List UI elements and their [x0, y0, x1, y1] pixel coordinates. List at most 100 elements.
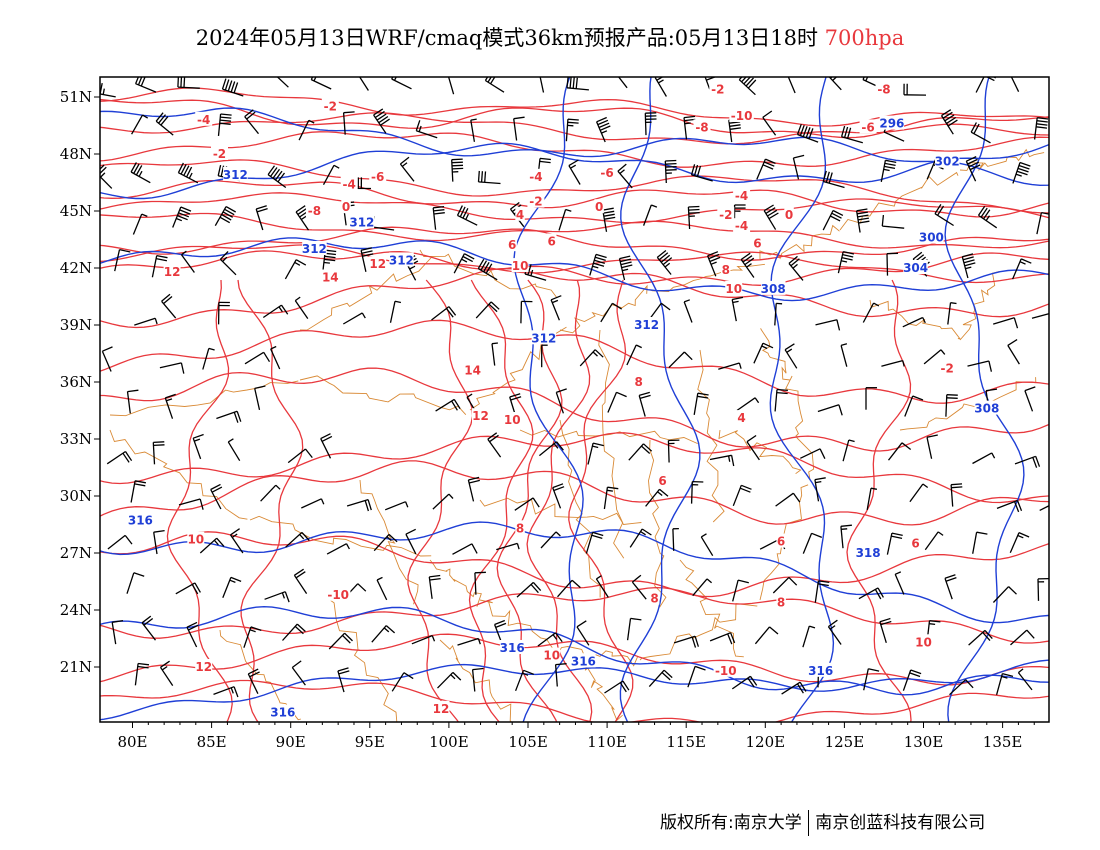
- temperature-contour-line: [237, 279, 304, 722]
- wind-barb: [467, 476, 480, 502]
- wind-barb: [940, 109, 958, 135]
- temperature-contour-line: [100, 112, 1049, 145]
- temperature-label: 12: [433, 702, 450, 716]
- wind-barb: [628, 443, 653, 461]
- wind-barb: [924, 531, 944, 551]
- boundary-line: [109, 429, 248, 520]
- wind-barb: [802, 625, 816, 648]
- wind-barb: [814, 477, 826, 502]
- wind-barb: [391, 672, 414, 692]
- temperature-label: -2: [941, 362, 954, 376]
- temperature-label-bg: [733, 187, 751, 202]
- wind-barb: [399, 156, 415, 182]
- temperature-label: -2: [324, 100, 337, 114]
- wind-barb: [800, 448, 826, 459]
- height-label: 312: [349, 215, 374, 229]
- boundary-line: [869, 299, 962, 340]
- wind-barb: [840, 125, 863, 144]
- wind-barb: [161, 293, 177, 319]
- wind-barb: [788, 255, 804, 281]
- temperature-label-bg: [503, 412, 521, 426]
- temperature-label: 6: [658, 474, 666, 488]
- wind-barb: [902, 316, 926, 328]
- height-label-bg: [349, 214, 375, 229]
- wind-barb: [668, 351, 693, 369]
- lat-tick-label: 51N: [60, 88, 92, 106]
- temperature-label-bg: [713, 662, 738, 677]
- temperature-contour-line: [100, 531, 1049, 598]
- wind-barb: [159, 660, 174, 686]
- wind-barb: [540, 531, 561, 549]
- province-boundaries: [109, 148, 1045, 722]
- height-label: 316: [571, 654, 596, 668]
- lat-tick-label: 33N: [60, 430, 92, 448]
- wind-barb: [431, 306, 457, 321]
- height-label: 316: [808, 664, 833, 678]
- wind-barb: [774, 388, 788, 412]
- lat-tick-label: 45N: [60, 202, 92, 220]
- temperature-label-bg: [305, 203, 323, 217]
- wind-barb: [276, 77, 289, 88]
- lon-tick-label: 125E: [825, 733, 865, 751]
- wind-barb: [629, 528, 652, 548]
- wind-barb: [470, 118, 477, 142]
- wind-barb: [1010, 629, 1035, 646]
- wind-barb: [437, 671, 462, 689]
- temperature-label-bg: [910, 535, 921, 550]
- footer-left: 版权所有:南京大学: [660, 813, 802, 833]
- wind-barb: [693, 392, 709, 416]
- wind-barb: [428, 574, 441, 599]
- wind-barb: [291, 660, 306, 686]
- temperature-label-bg: [721, 261, 731, 276]
- height-label: 312: [223, 168, 248, 182]
- boundary-line: [109, 380, 299, 417]
- wind-barb: [513, 116, 525, 141]
- temperature-label-bg: [325, 586, 351, 601]
- boundary-line: [959, 148, 1045, 171]
- wind-barb: [596, 116, 611, 143]
- wind-barb: [491, 342, 498, 366]
- wind-barb: [880, 159, 897, 183]
- wind-barb: [186, 621, 199, 648]
- wind-barb: [865, 387, 877, 410]
- temperature-label: 12: [195, 660, 212, 674]
- wind-barb: [967, 360, 993, 372]
- wind-barb: [579, 349, 604, 367]
- height-contour-line: [100, 521, 1049, 624]
- wind-barb: [371, 216, 395, 231]
- wind-barb: [1031, 313, 1049, 319]
- wind-barb: [471, 667, 484, 692]
- wind-barb: [255, 205, 268, 231]
- wind-barb: [210, 483, 223, 510]
- wind-barb: [552, 483, 565, 509]
- temperature-label: -6: [861, 120, 874, 134]
- boundary-line: [479, 497, 642, 525]
- wind-barb: [244, 351, 271, 365]
- height-label: 312: [389, 253, 414, 267]
- wind-barb: [746, 434, 760, 461]
- temperature-label: 0: [595, 200, 603, 214]
- wind-barb: [298, 119, 315, 141]
- wind-barb: [827, 619, 842, 645]
- temperature-label-bg: [515, 206, 525, 221]
- boundary-line: [419, 249, 558, 298]
- boundary-line: [439, 639, 513, 722]
- height-label: 300: [919, 231, 944, 245]
- temperature-label-bg: [594, 199, 604, 214]
- wind-barb: [855, 208, 870, 233]
- wind-barb: [451, 158, 464, 182]
- boundary-line: [299, 256, 433, 331]
- wind-barb: [216, 410, 242, 423]
- wind-barb: [631, 574, 647, 600]
- temperature-label: 6: [911, 537, 919, 551]
- wind-barb: [642, 204, 658, 226]
- wind-barb: [565, 118, 579, 142]
- copyright-footer: 版权所有:南京大学 南京创蓝科技有限公司: [660, 808, 985, 836]
- wind-barb: [130, 162, 151, 184]
- wind-barb: [287, 448, 313, 464]
- wind-barb: [213, 686, 239, 698]
- temperature-label: 8: [516, 521, 524, 535]
- temperature-contour-line: [100, 460, 1049, 526]
- wind-barb: [496, 542, 520, 551]
- temperature-label-bg: [649, 590, 660, 605]
